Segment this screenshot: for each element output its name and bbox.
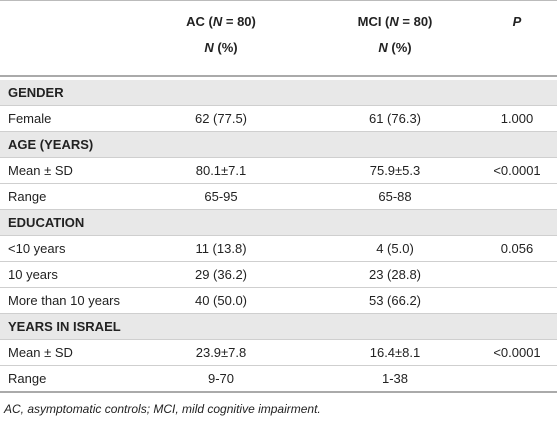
header-text: (%): [213, 40, 238, 55]
section-row: GENDER: [0, 80, 557, 106]
row-label: <10 years: [8, 241, 66, 256]
header-text: N: [204, 40, 214, 55]
cell-value: 53 (66.2): [368, 293, 422, 308]
header-text: N: [212, 14, 223, 29]
data-row: 10 years 29 (36.2) 23 (28.8): [0, 262, 557, 288]
cell-value: 40 (50.0): [194, 293, 248, 308]
cell-value: 9-70: [207, 371, 235, 386]
bottom-rule: [0, 391, 557, 393]
data-row: Mean ± SD 23.9±7.8 16.4±8.1 <0.0001: [0, 340, 557, 366]
cell-value: 75.9±5.3: [369, 163, 421, 178]
header-text: N: [378, 40, 388, 55]
header-text: (%): [387, 40, 412, 55]
row-label: 10 years: [8, 267, 58, 282]
column-header: MCI (N = 80): [295, 9, 495, 35]
cell-value: 1.000: [500, 111, 534, 126]
data-row: <10 years 11 (13.8) 4 (5.0) 0.056: [0, 236, 557, 262]
cell-value: 61 (76.3): [368, 111, 422, 126]
column-subheader: N (%): [295, 35, 495, 61]
row-label: Range: [8, 371, 47, 386]
section-row: YEARS IN ISRAEL: [0, 314, 557, 340]
row-label: Female: [8, 111, 52, 126]
cell-value: 65-95: [204, 189, 238, 204]
header-text: = 80): [398, 14, 433, 29]
data-row: Female 62 (77.5) 61 (76.3) 1.000: [0, 106, 557, 132]
cell-value: <0.0001: [493, 163, 541, 178]
column-header: AC (N = 80): [121, 9, 321, 35]
data-row: More than 10 years 40 (50.0) 53 (66.2): [0, 288, 557, 314]
cell-value: 80.1±7.1: [195, 163, 247, 178]
cell-value: 29 (36.2): [194, 267, 248, 282]
section-row: AGE (YEARS): [0, 132, 557, 158]
header-text: AC (: [186, 14, 213, 29]
row-label: Mean ± SD: [8, 345, 73, 360]
row-label: More than 10 years: [8, 293, 121, 308]
cell-value: 65-88: [378, 189, 412, 204]
cell-value: 0.056: [500, 241, 534, 256]
section-row: EDUCATION: [0, 210, 557, 236]
column-subheader: N (%): [121, 35, 321, 61]
data-row: Mean ± SD 80.1±7.1 75.9±5.3 <0.0001: [0, 158, 557, 184]
cell-value: 16.4±8.1: [369, 345, 421, 360]
top-rule: [0, 0, 557, 1]
cell-value: 23 (28.8): [368, 267, 422, 282]
section-title: GENDER: [8, 85, 64, 100]
header-rule: [0, 75, 557, 77]
header-text: P: [512, 14, 522, 29]
section-title: EDUCATION: [8, 215, 85, 230]
header-text: MCI (: [357, 14, 390, 29]
row-label: Mean ± SD: [8, 163, 73, 178]
column-header: P: [417, 9, 557, 35]
data-row: Range 65-95 65-88: [0, 184, 557, 210]
header-text: = 80): [222, 14, 256, 29]
cell-value: 62 (77.5): [194, 111, 248, 126]
section-title: YEARS IN ISRAEL: [8, 319, 121, 334]
cell-value: 23.9±7.8: [195, 345, 247, 360]
cell-value: 4 (5.0): [376, 241, 414, 256]
row-label: Range: [8, 189, 47, 204]
footnote: AC, asymptomatic controls; MCI, mild cog…: [4, 402, 321, 416]
cell-value: 1-38: [381, 371, 409, 386]
cell-value: 11 (13.8): [195, 241, 247, 256]
header-text: N: [389, 14, 399, 29]
data-row: Range 9-70 1-38: [0, 366, 557, 392]
cell-value: <0.0001: [493, 345, 541, 360]
section-title: AGE (YEARS): [8, 137, 94, 152]
